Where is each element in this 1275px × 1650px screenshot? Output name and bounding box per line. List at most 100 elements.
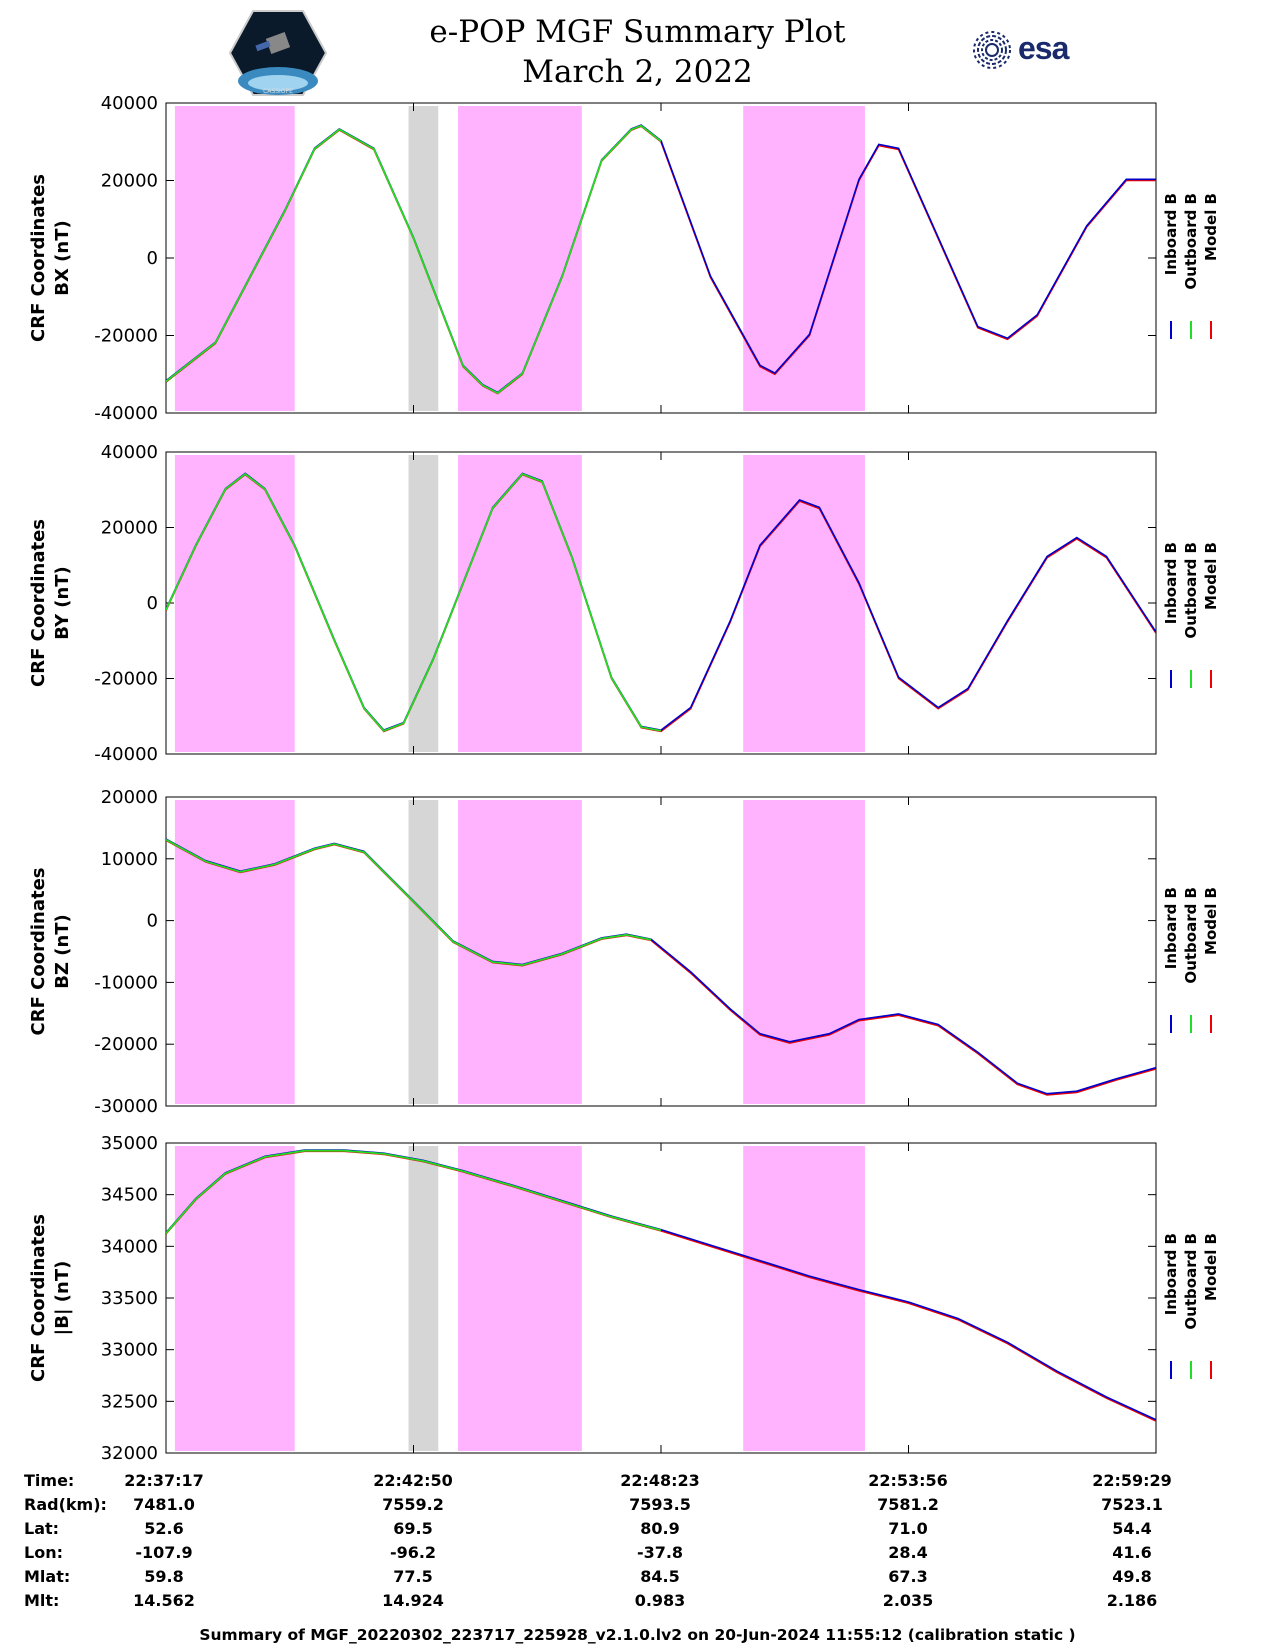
outboard-b-line: [166, 1149, 662, 1234]
chart-title: e-POP MGF Summary Plot: [429, 14, 846, 50]
legend-label: Model B: [1202, 1233, 1220, 1301]
shade-band-pink: [743, 455, 865, 752]
table-cell: 22:59:29: [1092, 1471, 1172, 1490]
shade-band-pink: [743, 106, 865, 411]
esa-logo-text: esa: [1018, 30, 1069, 66]
y-tick-label: 20000: [101, 171, 158, 192]
y-tick-label: 20000: [101, 787, 158, 808]
y-tick-label: 0: [147, 911, 158, 932]
legend-label: Outboard B: [1182, 1233, 1200, 1330]
shade-band-gray: [408, 455, 439, 752]
legend-label: Inboard B: [1162, 887, 1180, 969]
y-tick-label: 32500: [101, 1391, 158, 1412]
plot-frame: [165, 451, 1157, 755]
table-cell: 28.4: [888, 1543, 928, 1562]
shade-band-pink: [458, 1146, 582, 1451]
shade-band-gray: [408, 1146, 439, 1451]
y-axis-unit-label: BY (nT): [52, 566, 73, 640]
outboard-b-line: [166, 838, 652, 967]
y-tick-label: 34500: [101, 1185, 158, 1206]
table-label-mlt: Mlt:: [24, 1591, 60, 1610]
y-axis-label: CRF Coordinates: [28, 1214, 49, 1382]
table-cell: 7559.2: [382, 1495, 444, 1514]
y-axis-unit-label: BZ (nT): [52, 914, 73, 989]
table-cell: 49.8: [1112, 1567, 1152, 1586]
table-cell: -96.2: [389, 1543, 437, 1562]
cassiope-logo-text: CASSIOPE: [263, 88, 293, 95]
inboard-b-line: [166, 838, 1156, 1095]
model-b-line: [166, 473, 1156, 733]
table-label-lat: Lat:: [24, 1519, 60, 1538]
inboard-b-line: [166, 472, 1156, 732]
table-cell: 52.6: [144, 1519, 184, 1538]
y-tick-label: 0: [147, 593, 158, 614]
table-cell: 22:37:17: [124, 1471, 204, 1490]
y-tick-label: -20000: [94, 669, 158, 690]
legend-label: Outboard B: [1182, 887, 1200, 984]
shade-band-pink: [458, 800, 582, 1104]
table-cell: 54.4: [1112, 1519, 1152, 1538]
table-cell: 41.6: [1112, 1543, 1152, 1562]
inboard-b-line: [166, 1149, 1156, 1421]
shade-band-pink: [174, 800, 295, 1104]
shade-band-gray: [408, 800, 439, 1104]
table-cell: 59.8: [144, 1567, 184, 1586]
inboard-b-line: [166, 124, 1156, 394]
table-cell: 67.3: [888, 1567, 928, 1586]
legend-label: Outboard B: [1182, 542, 1200, 639]
legend-label: Model B: [1202, 193, 1220, 261]
esa-logo-icon: [973, 31, 1011, 69]
y-tick-label: 10000: [101, 849, 158, 870]
table-cell: 71.0: [888, 1519, 928, 1538]
table-cell: 7581.2: [877, 1495, 939, 1514]
legend-label: Outboard B: [1182, 193, 1200, 290]
table-label-lon: Lon:: [24, 1543, 63, 1562]
table-cell: 2.035: [882, 1591, 934, 1610]
table-cell: 22:53:56: [868, 1471, 948, 1490]
y-tick-label: 0: [147, 248, 158, 269]
shade-band-pink: [458, 455, 582, 752]
y-tick-label: 40000: [101, 93, 158, 114]
footer-summary: Summary of MGF_20220302_223717_225928_v2…: [199, 1626, 1076, 1644]
shade-band-pink: [458, 106, 582, 411]
y-axis-label: CRF Coordinates: [28, 174, 49, 342]
shade-band-gray: [408, 106, 439, 411]
model-b-line: [166, 839, 1156, 1096]
y-tick-label: -40000: [94, 744, 158, 765]
legend-label: Inboard B: [1162, 193, 1180, 275]
legend-label: Model B: [1202, 542, 1220, 610]
table-cell: 14.924: [382, 1591, 444, 1610]
table-cell: -37.8: [636, 1543, 684, 1562]
table-cell: 22:48:23: [620, 1471, 700, 1490]
table-cell: -107.9: [135, 1543, 193, 1562]
y-tick-label: -10000: [94, 972, 158, 993]
y-tick-label: -30000: [94, 1096, 158, 1117]
table-cell: 69.5: [393, 1519, 433, 1538]
y-tick-label: 34000: [101, 1236, 158, 1257]
y-axis-unit-label: BX (nT): [52, 220, 73, 295]
plot-frame: [165, 796, 1157, 1107]
table-cell: 2.186: [1106, 1591, 1158, 1610]
shade-band-pink: [174, 106, 295, 411]
table-label-time: Time:: [24, 1471, 75, 1490]
y-tick-label: -20000: [94, 326, 158, 347]
shade-band-pink: [743, 800, 865, 1104]
outboard-b-line: [166, 124, 662, 395]
y-tick-label: 33000: [101, 1340, 158, 1361]
table-cell: 7481.0: [133, 1495, 195, 1514]
y-tick-label: 32000: [101, 1443, 158, 1464]
shade-band-pink: [174, 455, 295, 752]
model-b-line: [166, 125, 1156, 395]
y-tick-label: 35000: [101, 1133, 158, 1154]
table-cell: 77.5: [393, 1567, 433, 1586]
table-label-mlat: Mlat:: [24, 1567, 71, 1586]
cassiope-logo: CASSIOPE: [228, 10, 328, 96]
y-axis-unit-label: |B| (nT): [52, 1261, 73, 1336]
y-tick-label: 33500: [101, 1288, 158, 1309]
table-cell: 22:42:50: [373, 1471, 453, 1490]
chart-date: March 2, 2022: [522, 54, 753, 90]
plot-frame: [165, 1142, 1157, 1454]
table-cell: 7523.1: [1101, 1495, 1163, 1514]
y-axis-label: CRF Coordinates: [28, 519, 49, 687]
table-cell: 14.562: [133, 1591, 195, 1610]
